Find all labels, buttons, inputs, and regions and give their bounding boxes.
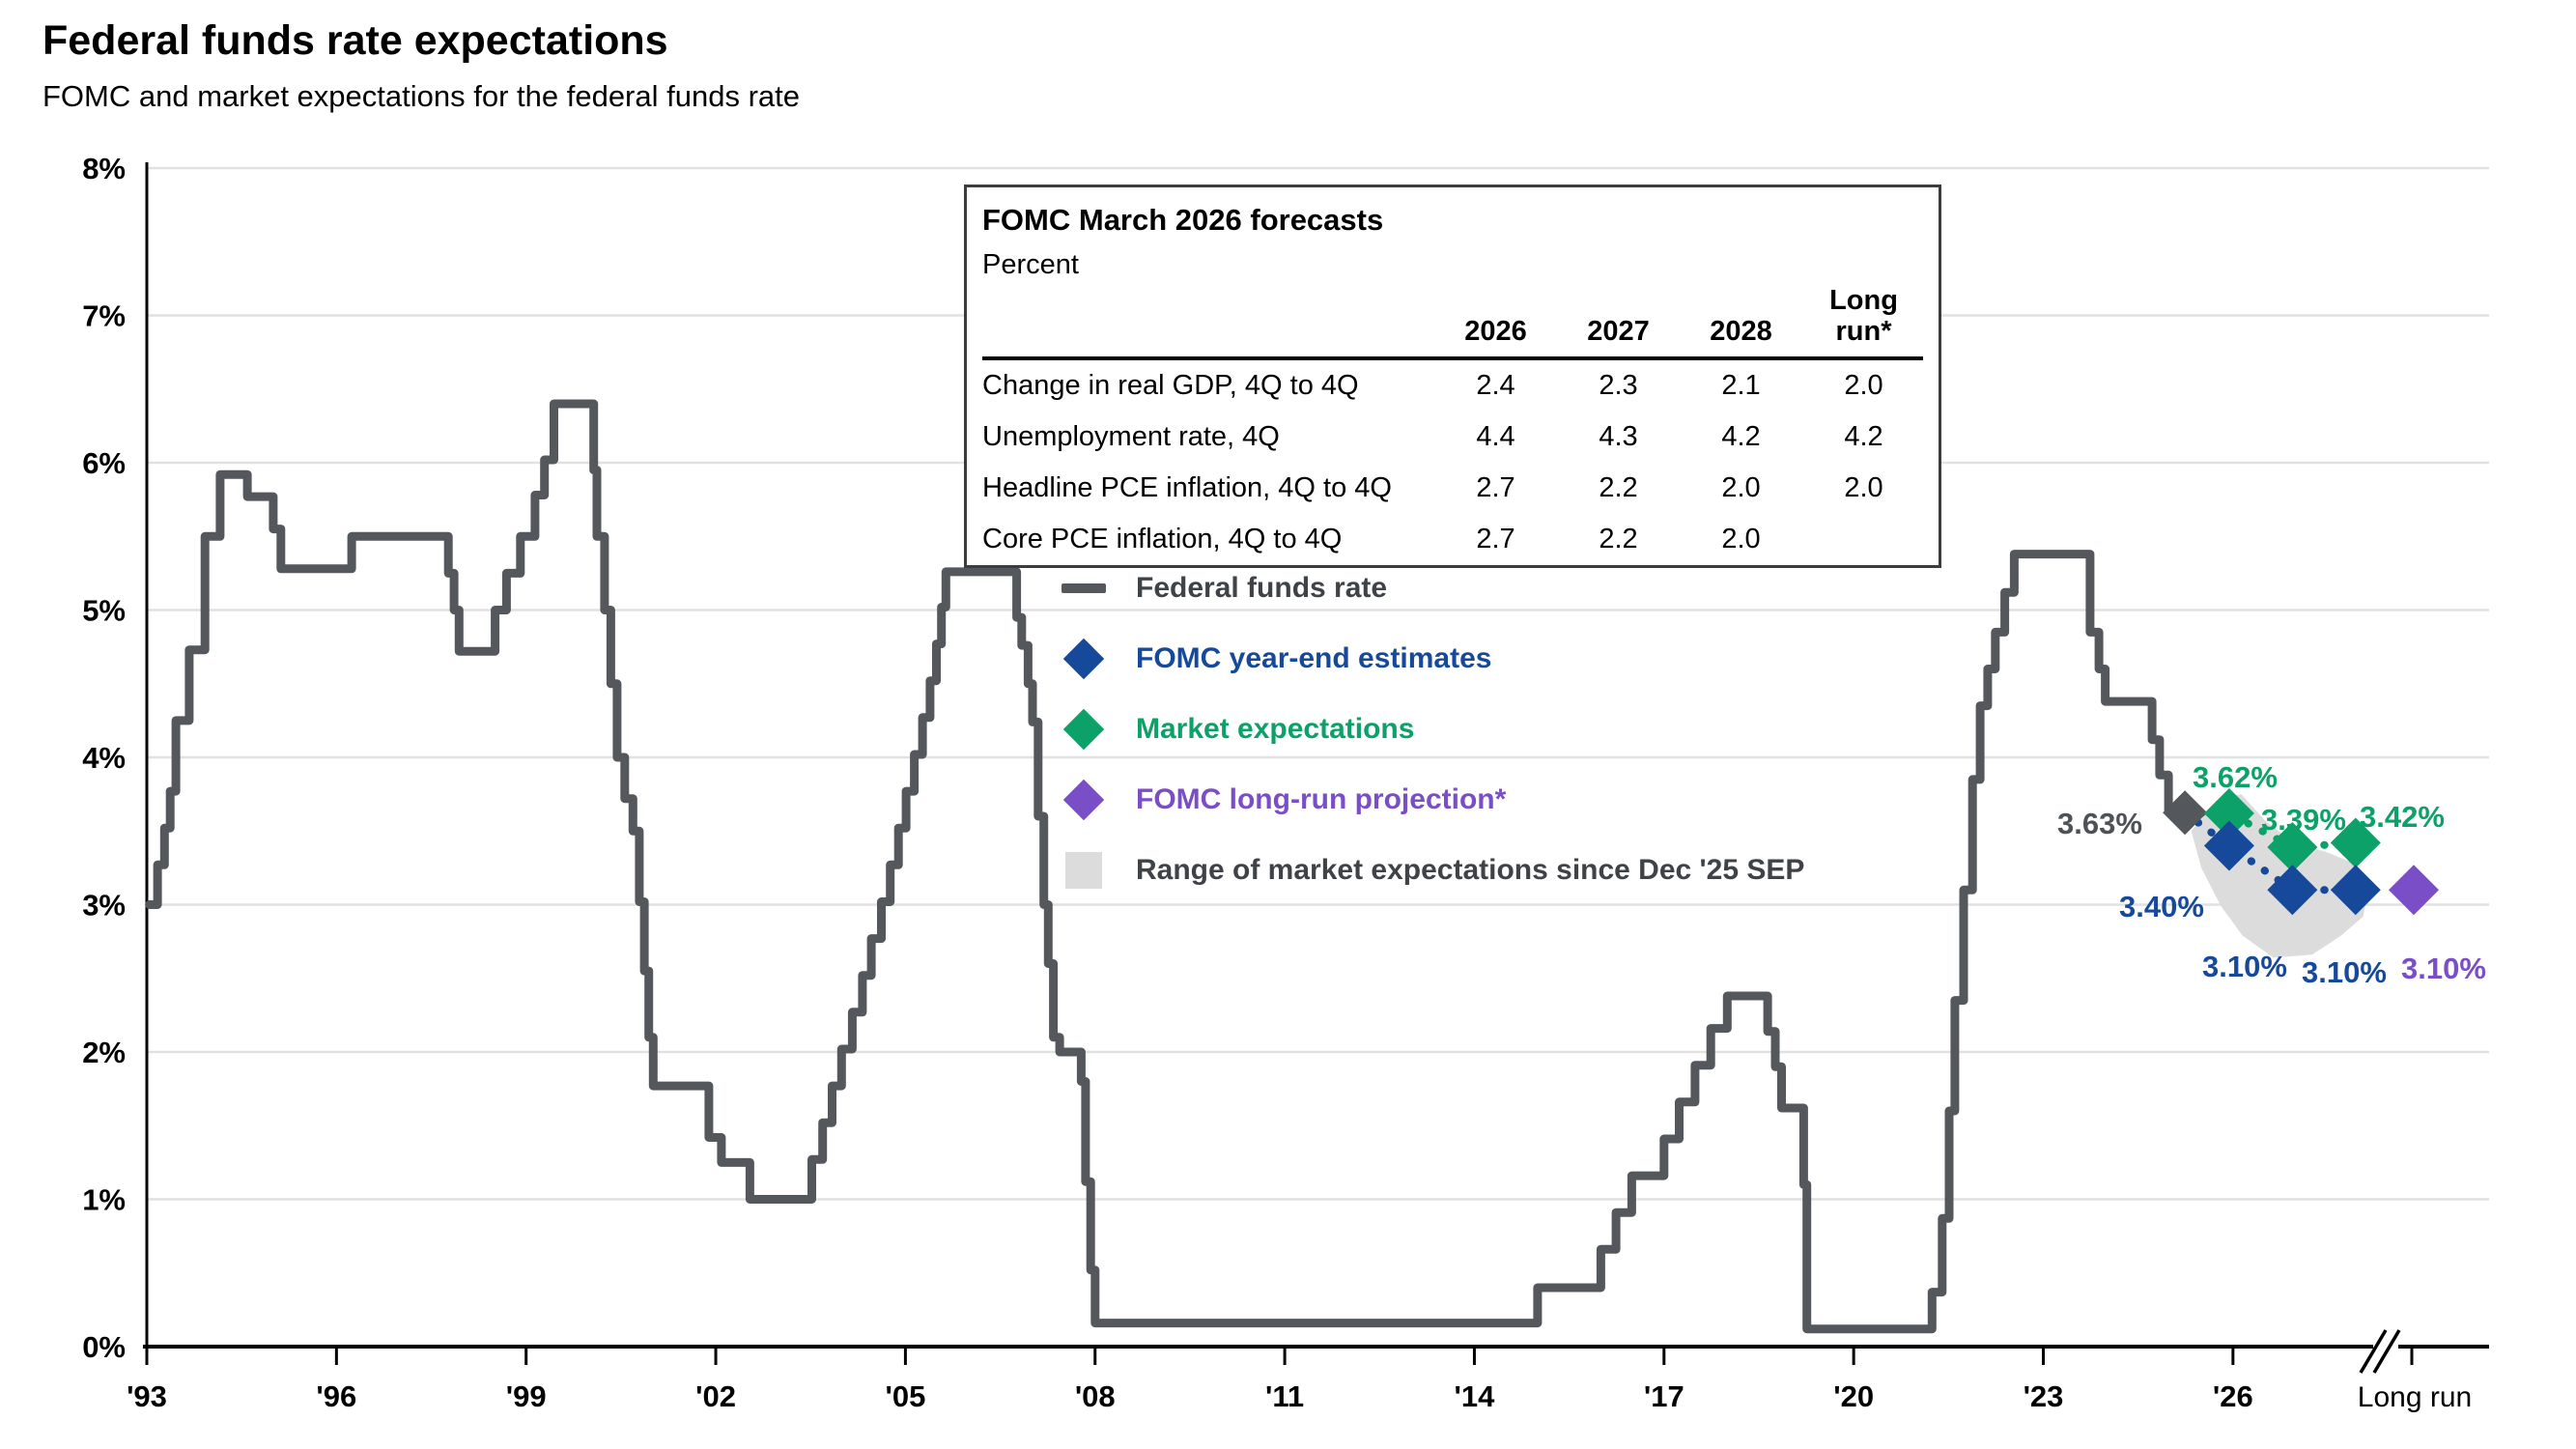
- cell: 4.2: [1844, 420, 1883, 452]
- value-annotation: 3.40%: [2119, 890, 2204, 923]
- table-col-2028: 2028: [1710, 316, 1772, 348]
- x-tick-label: '93: [127, 1379, 167, 1413]
- y-tick-label: 3%: [82, 889, 126, 923]
- y-tick-label: 2%: [82, 1036, 126, 1069]
- fomc-forecast-table: FOMC March 2026 forecasts Percent 2026 2…: [964, 185, 1941, 568]
- table-row: Change in real GDP, 4Q to 4Q 2.4 2.3 2.1…: [982, 360, 1923, 412]
- current-rate-marker: [2163, 790, 2208, 836]
- cell: 2.3: [1599, 369, 1638, 401]
- table-body: Change in real GDP, 4Q to 4Q 2.4 2.3 2.1…: [982, 360, 1923, 565]
- page-title: Federal funds rate expectations: [42, 17, 668, 64]
- y-tick-label: 7%: [82, 299, 126, 333]
- federal-funds-rate-line: [145, 399, 2190, 1334]
- legend-label: Federal funds rate: [1136, 571, 1388, 604]
- fomc-year-end-marker: [2203, 820, 2254, 871]
- cell: 2.0: [1844, 369, 1883, 401]
- value-annotation: 3.10%: [2202, 950, 2287, 983]
- cell: 4.3: [1599, 420, 1638, 452]
- value-annotation: 3.39%: [2261, 803, 2346, 837]
- axis-break-slash: [2359, 1329, 2388, 1374]
- cell: 2.1: [1721, 369, 1761, 401]
- x-tick-label: '17: [1644, 1379, 1684, 1413]
- row-label: Change in real GDP, 4Q to 4Q: [982, 369, 1359, 401]
- table-col-2026: 2026: [1464, 316, 1527, 348]
- fomc-estimates-dotted-line: [2181, 809, 2360, 895]
- x-tick-label: '14: [1455, 1379, 1496, 1413]
- table-col-2027: 2027: [1587, 316, 1650, 348]
- table-row: Headline PCE inflation, 4Q to 4Q 2.7 2.2…: [982, 463, 1923, 514]
- diamond-icon: [1055, 779, 1113, 820]
- x-tick-label: '26: [2213, 1379, 2253, 1413]
- legend-item-fomc-long-run: FOMC long-run projection*: [1055, 764, 1804, 835]
- y-tick-label: 0%: [82, 1330, 126, 1364]
- square-swatch-icon: [1055, 851, 1113, 889]
- diamond-icon: [1055, 638, 1113, 679]
- table-row: Core PCE inflation, 4Q to 4Q 2.7 2.2 2.0: [982, 514, 1923, 565]
- y-tick-label: 5%: [82, 594, 126, 628]
- cell: 2.7: [1476, 523, 1515, 554]
- cell: 4.2: [1721, 420, 1761, 452]
- table-unit: Percent: [982, 249, 1079, 280]
- legend-item-range: Range of market expectations since Dec '…: [1055, 835, 1804, 905]
- page-subtitle: FOMC and market expectations for the fed…: [42, 79, 800, 113]
- market-expectation-marker: [2203, 787, 2254, 838]
- cell: 2.2: [1599, 471, 1638, 503]
- x-tick-label: '99: [506, 1379, 547, 1413]
- y-tick-label: 1%: [82, 1183, 126, 1217]
- x-tick-label: '96: [316, 1379, 356, 1413]
- table-header-row: 2026 2027 2028 Long run*: [982, 285, 1923, 360]
- x-tick-label: '02: [695, 1379, 736, 1413]
- y-tick-label: 8%: [82, 152, 126, 185]
- market-expectation-marker: [2267, 822, 2318, 873]
- chart-legend: Federal funds rate FOMC year-end estimat…: [1055, 553, 1804, 905]
- cell: 4.4: [1476, 420, 1515, 452]
- market-expectations-dotted-line: [2181, 809, 2360, 852]
- fomc-long-run-marker: [2389, 865, 2440, 916]
- value-annotation: 3.10%: [2401, 952, 2486, 985]
- cell: 2.2: [1599, 523, 1638, 554]
- axis-break-slash: [2372, 1329, 2401, 1374]
- value-annotation: 3.62%: [2193, 760, 2278, 794]
- table-title: FOMC March 2026 forecasts: [982, 203, 1384, 237]
- legend-item-federal-funds-rate: Federal funds rate: [1055, 553, 1804, 623]
- fomc-year-end-marker: [2267, 865, 2318, 916]
- x-tick-label: '23: [2024, 1379, 2064, 1413]
- x-tick-label: '08: [1075, 1379, 1116, 1413]
- cell: 2.0: [1721, 471, 1761, 503]
- y-tick-label: 6%: [82, 446, 126, 480]
- legend-label: Range of market expectations since Dec '…: [1136, 853, 1805, 886]
- legend-label: Market expectations: [1136, 712, 1415, 745]
- value-annotation: 3.42%: [2360, 800, 2445, 834]
- table-col-longrun: Long run*: [1829, 285, 1898, 348]
- cell: 2.0: [1844, 471, 1883, 503]
- cell: 2.7: [1476, 471, 1515, 503]
- cell: 2.0: [1721, 523, 1761, 554]
- row-label: Unemployment rate, 4Q: [982, 420, 1280, 452]
- market-expectation-marker: [2330, 817, 2381, 868]
- diamond-icon: [1055, 708, 1113, 750]
- fomc-year-end-marker: [2330, 865, 2381, 916]
- table-row: Unemployment rate, 4Q 4.4 4.3 4.2 4.2: [982, 412, 1923, 463]
- row-label: Core PCE inflation, 4Q to 4Q: [982, 523, 1343, 554]
- cell: 2.4: [1476, 369, 1515, 401]
- x-tick-label: '20: [1833, 1379, 1874, 1413]
- legend-label: FOMC long-run projection*: [1136, 782, 1507, 815]
- y-tick-label: 4%: [82, 741, 126, 775]
- legend-item-market-expectations: Market expectations: [1055, 694, 1804, 764]
- x-tick-label: '05: [885, 1379, 925, 1413]
- x-tick-label: '11: [1265, 1379, 1304, 1413]
- value-annotation: 3.63%: [2057, 807, 2142, 840]
- line-swatch-icon: [1055, 582, 1113, 593]
- row-label: Headline PCE inflation, 4Q to 4Q: [982, 471, 1392, 503]
- long-run-label: Long run: [2358, 1381, 2472, 1413]
- legend-item-fomc-year-end: FOMC year-end estimates: [1055, 623, 1804, 694]
- legend-label: FOMC year-end estimates: [1136, 641, 1492, 674]
- value-annotation: 3.10%: [2302, 955, 2387, 989]
